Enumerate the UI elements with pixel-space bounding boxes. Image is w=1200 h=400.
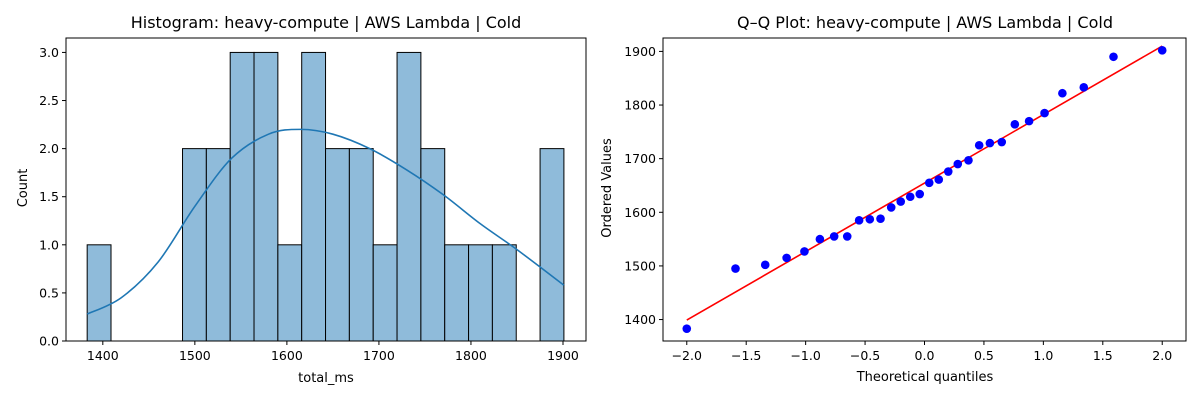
qq-point xyxy=(886,203,896,212)
histogram-bar xyxy=(348,148,374,342)
qq-point xyxy=(1058,88,1067,98)
histogram-bar xyxy=(491,244,517,342)
qq-point xyxy=(997,137,1007,147)
histogram-x-label: total_ms xyxy=(298,371,354,386)
qq-point xyxy=(854,216,864,225)
histogram-bar xyxy=(229,51,255,342)
qq-point xyxy=(865,214,875,224)
qq-x-tick-label: 2.0 xyxy=(1152,348,1172,363)
histogram-y-ticks: 0.0 0.5 1.0 1.5 2.0 2.5 3.0 xyxy=(39,45,66,349)
histogram-axes-frame xyxy=(65,37,587,342)
qq-point xyxy=(985,138,995,148)
qq-x-tick-label: 1.0 xyxy=(1033,348,1053,363)
histogram-bar xyxy=(253,51,279,342)
qq-point xyxy=(896,197,906,206)
histogram-bar xyxy=(182,148,207,342)
histogram-bar xyxy=(396,51,422,342)
qq-point xyxy=(943,167,953,176)
qq-point xyxy=(782,253,791,263)
histogram-bar xyxy=(539,148,565,342)
histogram-bar xyxy=(420,148,446,342)
qq-points xyxy=(682,46,1167,333)
qq-plot-panel: Q–Q Plot: heavy-compute | AWS Lambda | C… xyxy=(600,13,1187,385)
qq-point xyxy=(842,232,852,241)
histogram-y-tick-label: 3.0 xyxy=(39,45,59,60)
qq-y-tick-label: 1600 xyxy=(624,205,656,220)
histogram-bars xyxy=(86,51,565,342)
qq-point xyxy=(953,159,963,169)
histogram-x-tick-label: 1700 xyxy=(363,348,395,363)
qq-point xyxy=(731,264,740,273)
histogram-x-tick-label: 1600 xyxy=(271,348,303,363)
qq-point xyxy=(905,192,915,202)
qq-axes-frame xyxy=(662,37,1187,342)
histogram-bar xyxy=(277,244,303,342)
qq-point xyxy=(1010,120,1020,129)
qq-x-tick-label: 0.5 xyxy=(974,348,994,363)
qq-plot-title: Q–Q Plot: heavy-compute | AWS Lambda | C… xyxy=(737,13,1113,32)
qq-point xyxy=(829,232,839,241)
histogram-bar xyxy=(468,244,493,342)
qq-x-tick-label: 0.0 xyxy=(915,348,935,363)
histogram-x-tick-label: 1400 xyxy=(87,348,119,363)
qq-y-label: Ordered Values xyxy=(600,138,615,238)
histogram-y-tick-label: 0.5 xyxy=(39,285,59,300)
qq-y-tick-label: 1900 xyxy=(624,44,656,59)
qq-x-tick-label: −1.0 xyxy=(790,348,820,363)
qq-point xyxy=(815,234,825,244)
histogram-y-tick-label: 1.0 xyxy=(39,237,59,252)
histogram-kde-line xyxy=(86,128,565,315)
qq-point xyxy=(964,155,973,165)
histogram-bar xyxy=(205,148,231,342)
histogram-bar xyxy=(325,148,350,342)
qq-point xyxy=(760,260,770,270)
histogram-y-tick-label: 2.5 xyxy=(39,93,59,108)
qq-x-tick-label: −1.5 xyxy=(731,348,761,363)
qq-x-tick-label: 1.5 xyxy=(1093,348,1113,363)
qq-point xyxy=(800,247,809,256)
histogram-bar xyxy=(86,244,112,342)
histogram-x-tick-label: 1900 xyxy=(547,348,579,363)
histogram-bar xyxy=(301,51,327,342)
qq-reference-line xyxy=(686,45,1163,321)
qq-y-tick-label: 1800 xyxy=(624,98,656,113)
qq-point xyxy=(915,189,925,199)
qq-point xyxy=(876,214,885,224)
qq-point xyxy=(1079,83,1089,92)
histogram-bar xyxy=(372,244,398,342)
qq-point xyxy=(934,175,944,184)
histogram-x-tick-label: 1500 xyxy=(179,348,211,363)
qq-point xyxy=(682,324,692,333)
qq-x-label: Theoretical quantiles xyxy=(856,370,994,385)
qq-y-tick-label: 1400 xyxy=(624,312,656,327)
qq-point xyxy=(1109,52,1118,62)
qq-point xyxy=(974,140,984,150)
histogram-bar xyxy=(444,244,470,342)
qq-point xyxy=(1024,116,1034,126)
qq-x-ticks: −2.0 −1.5 −1.0 −0.5 0.0 0.5 1.0 1.5 2.0 xyxy=(672,341,1172,363)
histogram-y-label: Count xyxy=(16,169,31,208)
qq-y-ticks: 1400 1500 1600 1700 1800 1900 xyxy=(624,44,663,327)
kde-curve xyxy=(86,128,565,315)
qq-point xyxy=(924,178,934,188)
histogram-y-tick-label: 1.5 xyxy=(39,189,59,204)
qq-point xyxy=(1157,46,1167,55)
qq-y-tick-label: 1700 xyxy=(624,151,656,166)
qq-x-tick-label: −2.0 xyxy=(672,348,702,363)
histogram-x-ticks: 1400 1500 1600 1700 1800 1900 xyxy=(87,341,579,363)
histogram-title: Histogram: heavy-compute | AWS Lambda | … xyxy=(131,13,522,32)
qq-fit-line xyxy=(686,45,1163,321)
histogram-y-tick-label: 0.0 xyxy=(39,334,59,349)
histogram-panel: Histogram: heavy-compute | AWS Lambda | … xyxy=(16,13,587,386)
histogram-x-tick-label: 1800 xyxy=(455,348,487,363)
histogram-y-tick-label: 2.0 xyxy=(39,141,59,156)
qq-point xyxy=(1040,108,1049,118)
qq-y-tick-label: 1500 xyxy=(624,258,656,273)
qq-x-tick-label: −0.5 xyxy=(850,348,880,363)
